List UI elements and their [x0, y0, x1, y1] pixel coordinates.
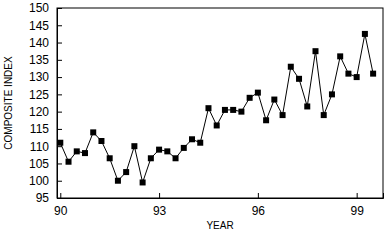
- x-tick-label: 99: [350, 204, 364, 218]
- data-point: [214, 122, 220, 128]
- y-tick-label: 125: [29, 88, 49, 102]
- data-point: [337, 53, 343, 59]
- y-tick-label: 145: [29, 19, 49, 33]
- data-point: [312, 48, 318, 54]
- series-line: [60, 34, 373, 183]
- y-tick-label: 115: [30, 122, 49, 136]
- data-point: [57, 140, 63, 146]
- y-tick: 130: [29, 70, 62, 84]
- data-point: [271, 97, 277, 103]
- data-point: [321, 112, 327, 118]
- data-point: [362, 31, 368, 37]
- y-tick-label: 140: [29, 36, 49, 50]
- x-tick: 90: [54, 193, 68, 218]
- x-tick-mark: [60, 193, 61, 198]
- y-tick-label: 130: [29, 70, 49, 84]
- y-tick: 115: [30, 122, 62, 136]
- y-tick-mark: [57, 129, 62, 130]
- data-point: [98, 138, 104, 144]
- data-point: [263, 117, 269, 123]
- data-point: [181, 145, 187, 151]
- data-point: [74, 148, 80, 154]
- y-tick: 105: [29, 157, 62, 171]
- x-tick: 99: [350, 193, 364, 218]
- y-tick-mark: [57, 8, 62, 9]
- y-tick: 150: [29, 1, 62, 15]
- x-axis: 90 93 96 99: [54, 193, 383, 218]
- y-tick-mark: [57, 112, 62, 113]
- x-tick-label: 93: [153, 204, 167, 218]
- data-point: [296, 76, 302, 82]
- data-point: [66, 159, 72, 165]
- y-tick-label: 110: [30, 140, 49, 154]
- y-tick-mark: [57, 181, 62, 182]
- x-tick-label: 96: [252, 204, 266, 218]
- data-point: [173, 155, 179, 161]
- x-tick: 93: [153, 193, 167, 218]
- data-point: [230, 107, 236, 113]
- y-tick: 100: [29, 174, 62, 188]
- data-point: [189, 136, 195, 142]
- data-point: [304, 103, 310, 109]
- chart: 90 93 96 99 95 100 105 110 115 120 125 130 135 140 145…: [0, 0, 387, 232]
- y-axis-line: [58, 9, 63, 199]
- y-tick: 135: [29, 53, 62, 67]
- data-point: [140, 179, 146, 185]
- x-axis-line: [58, 193, 384, 199]
- y-tick-label: 95: [36, 191, 50, 205]
- y-tick-mark: [57, 25, 62, 26]
- data-point: [82, 150, 88, 156]
- data-point: [222, 107, 228, 113]
- data-point: [197, 140, 203, 146]
- y-tick-mark: [57, 77, 62, 78]
- data-point: [115, 178, 121, 184]
- y-tick-label: 150: [29, 1, 49, 15]
- data-point: [354, 74, 360, 80]
- data-point: [329, 91, 335, 97]
- data-point: [164, 148, 170, 154]
- y-tick-label: 100: [29, 174, 49, 188]
- x-tick-mark: [159, 193, 160, 198]
- y-tick: 140: [29, 36, 62, 50]
- y-tick: 110: [30, 140, 62, 154]
- data-point: [247, 95, 253, 101]
- x-axis-title: YEAR: [206, 220, 233, 231]
- y-tick-mark: [57, 198, 62, 199]
- data-point: [123, 169, 129, 175]
- data-point: [148, 155, 154, 161]
- y-tick-mark: [57, 94, 62, 95]
- x-tick-mark: [258, 193, 259, 198]
- y-tick-mark: [57, 146, 62, 147]
- y-tick-label: 120: [29, 105, 49, 119]
- y-tick-mark: [57, 43, 62, 44]
- y-tick-mark: [57, 60, 62, 61]
- y-tick: 125: [29, 88, 62, 102]
- x-tick: 96: [252, 193, 266, 218]
- y-tick-label: 105: [29, 157, 49, 171]
- y-tick: 145: [29, 19, 62, 33]
- y-axis-title: COMPOSITE INDEX: [3, 56, 14, 150]
- data-point: [345, 71, 351, 77]
- plot-frame: [57, 8, 383, 198]
- x-tick-label: 90: [54, 204, 68, 218]
- data-point: [156, 147, 162, 153]
- data-point: [131, 143, 137, 149]
- y-tick: 95: [36, 191, 62, 205]
- data-point: [280, 112, 286, 118]
- y-axis: 95 100 105 110 115 120 125 130 135 140 145 150: [29, 1, 62, 205]
- data-point: [255, 90, 261, 96]
- data-point: [90, 129, 96, 135]
- plot-area: [57, 31, 376, 186]
- y-tick: 120: [29, 105, 62, 119]
- y-tick-label: 135: [29, 53, 49, 67]
- data-point: [288, 64, 294, 70]
- data-point: [238, 109, 244, 115]
- x-tick-mark: [357, 193, 358, 198]
- data-point: [205, 105, 211, 111]
- data-point: [370, 71, 376, 77]
- y-tick-mark: [57, 163, 62, 164]
- data-point: [107, 155, 113, 161]
